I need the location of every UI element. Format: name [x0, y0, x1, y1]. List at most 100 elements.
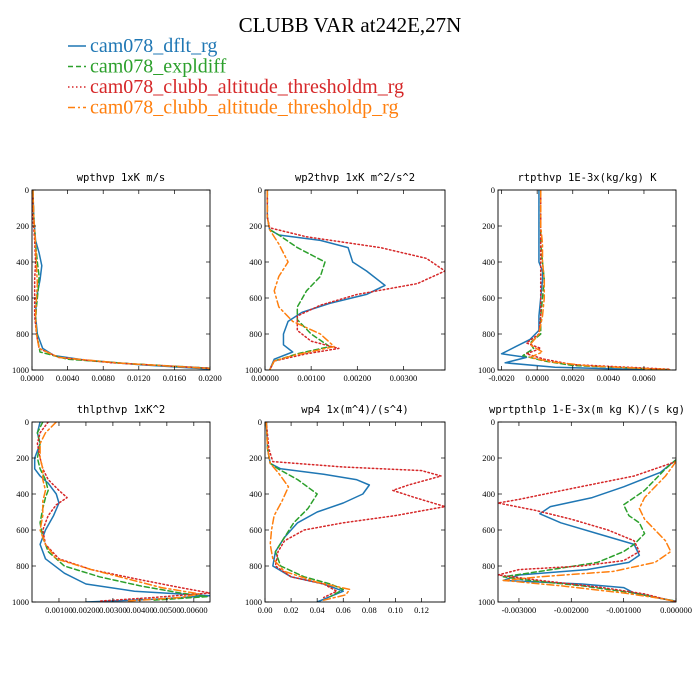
plot-frame — [264, 421, 446, 603]
series-group — [32, 190, 210, 370]
series-line-altp — [265, 422, 351, 601]
y-tick-label: 800 — [482, 329, 495, 339]
series-line-altm — [265, 422, 445, 599]
panel-rtpthvp: rtpthvp 1E-3x(kg/kg) K 0 200 400 600 800 1000-… — [478, 172, 677, 383]
panel-wp2thvp: wp2thvp 1xK m^2/s^2020040060080010000.00… — [245, 172, 446, 383]
x-tick-label: 0.04 — [310, 605, 326, 615]
x-tick-label: 0.0080 — [92, 373, 115, 383]
series-line-dflt — [500, 190, 645, 370]
x-tick-label: -0.001000 — [606, 605, 641, 615]
x-tick-label: -0.0020 — [488, 373, 514, 383]
y-tick-label: 1000 — [12, 365, 29, 375]
y-tick-label: 400 — [16, 489, 29, 499]
plot-frame — [497, 189, 677, 371]
panel-title: wpthvp 1xK m/s — [77, 172, 166, 184]
x-tick-label: 0.0160 — [163, 373, 186, 383]
series-group — [33, 422, 210, 602]
x-tick-label: 0.00 — [258, 605, 273, 615]
y-tick-label: 800 — [249, 561, 262, 571]
legend-entry-altp: cam078_clubb_altitude_thresholdp_rg — [68, 97, 398, 119]
y-tick-label: 0 — [258, 417, 262, 427]
series-line-altp — [266, 190, 335, 370]
figure-title: CLUBB VAR at242E,27N — [239, 13, 462, 37]
legend-label-altp: cam078_clubb_altitude_thresholdp_rg — [90, 97, 398, 119]
x-tick-label: 0.0120 — [127, 373, 150, 383]
series-line-expldiff — [36, 422, 209, 601]
plot-frame — [31, 189, 211, 371]
series-line-dflt — [266, 190, 386, 370]
series-line-altp — [529, 190, 672, 370]
y-tick-label: 400 — [16, 257, 29, 267]
x-tick-label: 0.00400 — [126, 605, 154, 615]
y-tick-label: 1000 — [478, 597, 495, 607]
y-tick-label: 200 — [249, 453, 262, 463]
x-tick-label: 0.06 — [336, 605, 351, 615]
y-tick-label: 400 — [249, 489, 262, 499]
y-tick-label: 200 — [482, 221, 495, 231]
panel-title: wp4 1x(m^4)/(s^4) — [301, 404, 408, 416]
y-tick-label: 400 — [482, 257, 495, 267]
x-tick-label: 0.08 — [362, 605, 377, 615]
y-tick-label: 0 — [491, 417, 495, 427]
x-tick-label: 0.0000 — [20, 373, 43, 383]
x-tick-label: 0.000000 — [660, 605, 692, 615]
y-tick-label: 1000 — [245, 365, 262, 375]
legend-entry-altm: cam078_clubb_altitude_thresholdm_rg — [68, 76, 404, 98]
series-group — [498, 459, 676, 602]
y-tick-label: 800 — [482, 561, 495, 571]
y-tick-label: 800 — [16, 561, 29, 571]
y-tick-label: 1000 — [12, 597, 29, 607]
series-line-altp — [32, 190, 210, 370]
y-tick-label: 0 — [258, 185, 262, 195]
y-tick-label: 1000 — [478, 365, 495, 375]
x-tick-label: 0.0000 — [525, 373, 548, 383]
y-tick-label: 600 — [249, 525, 262, 535]
panel-title: wp2thvp 1xK m^2/s^2 — [295, 172, 415, 184]
x-tick-label: 0.10 — [388, 605, 403, 615]
series-line-altm — [32, 190, 210, 369]
x-tick-label: -0.002000 — [554, 605, 589, 615]
series-line-altm — [498, 460, 676, 602]
plot-frame — [31, 421, 211, 603]
y-tick-label: 200 — [16, 453, 29, 463]
series-line-expldiff — [32, 190, 210, 369]
series-line-dflt — [33, 422, 210, 602]
series-line-altm — [266, 190, 445, 370]
y-tick-label: 0 — [491, 185, 495, 195]
y-tick-label: 200 — [16, 221, 29, 231]
y-tick-label: 400 — [249, 257, 262, 267]
x-tick-label: 0.0040 — [56, 373, 79, 383]
y-tick-label: 200 — [249, 221, 262, 231]
x-tick-label: 0.00600 — [180, 605, 208, 615]
x-tick-label: 0.0020 — [561, 373, 584, 383]
y-tick-label: 400 — [482, 489, 495, 499]
series-group — [265, 422, 445, 602]
y-tick-label: 0 — [25, 417, 29, 427]
plot-frame — [264, 189, 446, 371]
x-tick-label: 0.0060 — [632, 373, 655, 383]
legend: cam078_dflt_rgcam078_expldiffcam078_club… — [68, 35, 404, 119]
legend-entry-dflt: cam078_dflt_rg — [68, 35, 217, 57]
x-tick-label: 0.0200 — [198, 373, 221, 383]
x-tick-label: 0.00100 — [297, 373, 325, 383]
y-tick-label: 600 — [249, 293, 262, 303]
legend-label-expldiff: cam078_expldiff — [90, 56, 227, 78]
series-line-altp — [502, 460, 676, 602]
x-tick-label: 0.02 — [284, 605, 299, 615]
series-line-expldiff — [265, 422, 345, 598]
x-tick-label: 0.0040 — [597, 373, 620, 383]
series-line-expldiff — [522, 190, 672, 370]
y-tick-label: 800 — [16, 329, 29, 339]
panel-title: rtpthvp 1E-3x(kg/kg) K — [517, 172, 657, 184]
y-tick-label: 600 — [16, 293, 29, 303]
x-tick-label: 0.00200 — [72, 605, 100, 615]
series-line-altm — [36, 422, 210, 602]
y-tick-label: 600 — [482, 293, 495, 303]
series-line-altp — [39, 422, 200, 602]
y-tick-label: 0 — [25, 185, 29, 195]
legend-label-dflt: cam078_dflt_rg — [90, 35, 217, 57]
